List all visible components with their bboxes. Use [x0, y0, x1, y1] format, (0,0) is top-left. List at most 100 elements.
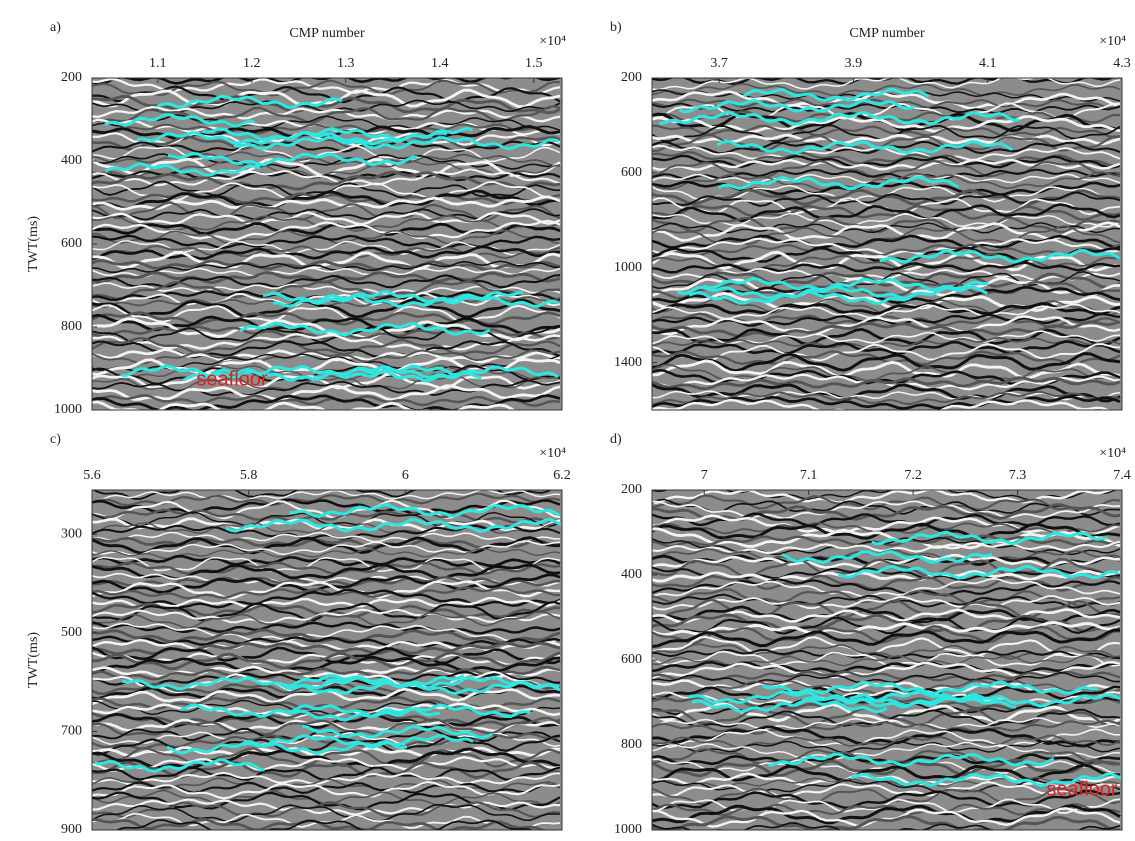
horizon — [121, 364, 482, 380]
reflector — [652, 728, 1121, 749]
reflector — [652, 212, 1121, 228]
x-tick-label: 6 — [402, 468, 409, 483]
reflector — [92, 325, 561, 341]
x-axis-label: CMP number — [289, 26, 365, 41]
reflector — [652, 301, 1121, 316]
horizon — [239, 321, 491, 337]
reflector — [92, 803, 561, 823]
horizon — [716, 139, 1013, 155]
plot-frame — [651, 77, 1123, 411]
reflector — [652, 534, 1121, 548]
reflector — [652, 204, 1121, 221]
reflector — [652, 503, 1121, 522]
reflector — [652, 740, 1121, 754]
horizon — [156, 94, 343, 109]
panel-label: c) — [50, 432, 61, 447]
reflector — [652, 569, 1121, 583]
horizon — [742, 87, 930, 102]
y-axis-label: TWT(ms) — [26, 632, 41, 688]
reflector — [92, 524, 561, 541]
reflector — [92, 540, 561, 557]
y-tick-label: 400 — [61, 153, 82, 168]
horizon — [166, 740, 408, 755]
reflector — [92, 245, 561, 261]
reflector — [652, 124, 1121, 139]
panel: 7 7.1 7.2 7.3 7.4 200 400 600 800 1000 d) ×10⁴ seafl… — [610, 432, 1131, 837]
horizon — [284, 707, 441, 722]
reflector — [92, 572, 561, 587]
reflector — [652, 222, 1121, 234]
reflector — [652, 490, 1120, 505]
reflector — [652, 261, 1121, 274]
reflector — [92, 349, 561, 365]
reflector — [652, 102, 1121, 115]
horizon — [849, 692, 1121, 708]
reflector — [652, 271, 1121, 289]
horizon — [781, 550, 993, 565]
reflector — [652, 557, 1121, 579]
reflector — [652, 787, 1121, 806]
y-tick-label: 200 — [621, 482, 642, 497]
reflector — [652, 243, 1121, 257]
y-tick-label: 600 — [621, 652, 642, 667]
reflector — [92, 372, 561, 390]
reflector — [652, 577, 1121, 598]
horizon — [659, 110, 1020, 126]
x-axis-label: CMP number — [849, 26, 925, 41]
reflector — [652, 343, 1121, 362]
x-tick-label: 1.1 — [149, 56, 167, 71]
reflector — [652, 628, 1121, 648]
reflector — [652, 82, 1121, 97]
y-axis-label: TWT(ms) — [26, 216, 41, 272]
reflector — [652, 500, 1121, 520]
reflector — [652, 225, 1121, 246]
horizon — [302, 724, 493, 740]
horizon — [677, 285, 988, 300]
y-tick-label: 1400 — [614, 355, 642, 370]
x-tick-label: 5.8 — [240, 468, 258, 483]
horizon — [703, 276, 989, 292]
reflector — [652, 678, 1121, 698]
reflector — [652, 330, 1121, 345]
reflector — [652, 616, 1121, 635]
reflector — [652, 110, 1121, 124]
x-tick-label: 3.9 — [845, 56, 863, 71]
reflector — [652, 803, 1121, 817]
y-tick-label: 200 — [621, 70, 642, 85]
reflector — [652, 578, 1121, 597]
reflector — [652, 635, 1121, 657]
reflector — [92, 817, 560, 830]
reflector — [652, 778, 1121, 795]
annotation: seafloor — [196, 368, 267, 390]
reflector — [92, 189, 561, 210]
reflector — [652, 661, 1121, 679]
reflector — [92, 670, 561, 694]
reflector — [92, 400, 517, 410]
reflector — [652, 798, 1121, 814]
x-tick-label: 7.1 — [800, 468, 818, 483]
horizon — [850, 772, 1122, 788]
reflector — [652, 696, 1121, 716]
reflector — [652, 620, 1121, 637]
reflector — [652, 221, 1121, 242]
y-tick-label: 500 — [61, 625, 82, 640]
reflector — [92, 324, 561, 344]
x-tick-label: 7.4 — [1113, 468, 1131, 483]
reflector — [92, 655, 561, 675]
reflector — [92, 761, 561, 779]
horizon — [691, 698, 888, 714]
horizon — [104, 162, 261, 177]
reflector — [652, 383, 1121, 403]
reflector — [652, 320, 1121, 338]
reflector — [652, 352, 1121, 373]
horizon — [182, 367, 469, 383]
panel-label: a) — [50, 20, 61, 35]
reflector — [92, 597, 561, 609]
reflector — [652, 191, 1121, 207]
reflector — [652, 514, 1121, 537]
reflector — [652, 340, 1121, 355]
reflector — [652, 359, 1121, 380]
y-tick-label: 200 — [61, 70, 82, 85]
reflector — [92, 608, 561, 624]
